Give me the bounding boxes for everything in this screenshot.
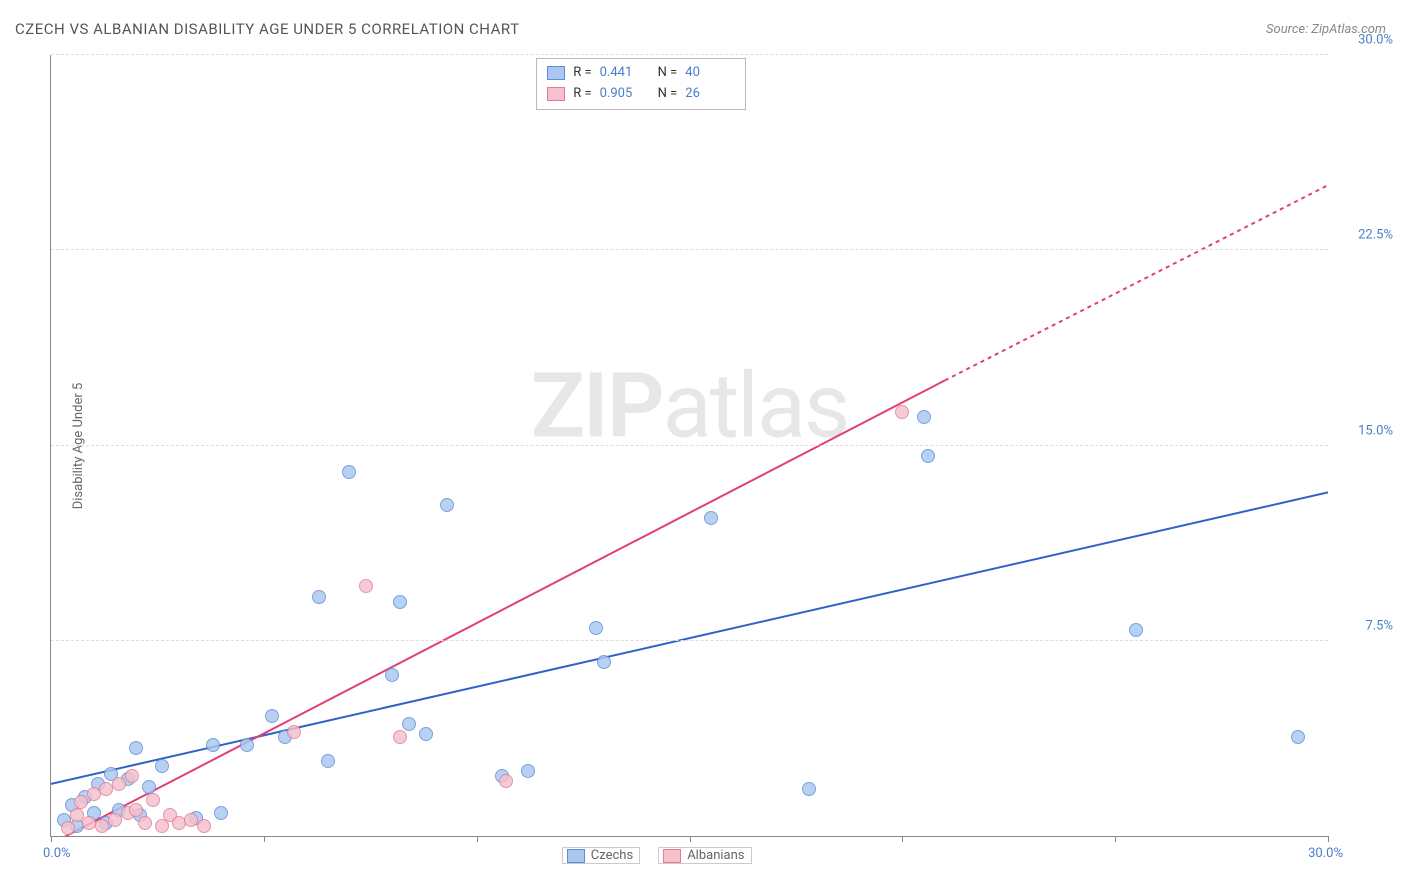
data-point [265, 709, 279, 723]
x-axis-max-label: 30.0% [1308, 846, 1343, 861]
stats-row-czechs: R = 0.441 N = 40 [547, 63, 735, 84]
data-point [197, 819, 211, 833]
plot-area: ZIPatlas R = 0.441 N = 40 R = 0.905 N = … [50, 55, 1328, 837]
data-point [146, 793, 160, 807]
data-point [125, 769, 139, 783]
x-tick [51, 836, 52, 842]
x-axis-min-label: 0.0% [43, 846, 71, 861]
legend-label: Albanians [687, 848, 744, 863]
data-point [112, 777, 126, 791]
y-tick-label: 22.5% [1358, 228, 1393, 243]
data-point [342, 465, 356, 479]
watermark: ZIPatlas [531, 354, 849, 459]
data-point [287, 725, 301, 739]
x-tick [690, 836, 691, 842]
x-tick [1115, 836, 1116, 842]
data-point [155, 759, 169, 773]
data-point [70, 808, 84, 822]
data-point [206, 738, 220, 752]
gridline [51, 249, 1328, 250]
data-point [214, 806, 228, 820]
gridline [51, 640, 1328, 641]
data-point [1129, 623, 1143, 637]
data-point [82, 816, 96, 830]
data-point [129, 741, 143, 755]
data-point [704, 511, 718, 525]
data-point [499, 774, 513, 788]
x-tick [902, 836, 903, 842]
data-point [74, 795, 88, 809]
data-point [393, 595, 407, 609]
swatch-albanians [547, 87, 565, 101]
legend-label: Czechs [591, 848, 633, 863]
data-point [385, 668, 399, 682]
data-point [359, 579, 373, 593]
y-tick-label: 30.0% [1358, 33, 1393, 48]
legend-item-czechs: Czechs [562, 847, 640, 864]
swatch-czechs [547, 66, 565, 80]
correlation-stats-box: R = 0.441 N = 40 R = 0.905 N = 26 [536, 58, 746, 110]
data-point [138, 816, 152, 830]
data-point [802, 782, 816, 796]
data-point [312, 590, 326, 604]
data-point [419, 727, 433, 741]
data-point [172, 816, 186, 830]
data-point [917, 410, 931, 424]
data-point [393, 730, 407, 744]
data-point [440, 498, 454, 512]
legend: Czechs Albanians [562, 847, 752, 864]
data-point [108, 813, 122, 827]
data-point [895, 405, 909, 419]
data-point [597, 655, 611, 669]
data-point [521, 764, 535, 778]
data-point [240, 738, 254, 752]
data-point [402, 717, 416, 731]
y-tick-label: 15.0% [1358, 423, 1393, 438]
legend-item-albanians: Albanians [658, 847, 751, 864]
chart-title: CZECH VS ALBANIAN DISABILITY AGE UNDER 5… [15, 20, 520, 38]
data-point [1291, 730, 1305, 744]
swatch-albanians-icon [663, 849, 681, 863]
data-point [589, 621, 603, 635]
data-point [142, 780, 156, 794]
data-point [921, 449, 935, 463]
swatch-czechs-icon [567, 849, 585, 863]
x-tick [1328, 836, 1329, 842]
y-tick-label: 7.5% [1365, 618, 1393, 633]
x-tick [264, 836, 265, 842]
trend-lines-svg [51, 55, 1328, 836]
x-tick [477, 836, 478, 842]
data-point [321, 754, 335, 768]
stats-row-albanians: R = 0.905 N = 26 [547, 84, 735, 105]
data-point [61, 821, 75, 835]
data-point [129, 803, 143, 817]
gridline [51, 54, 1328, 55]
gridline [51, 445, 1328, 446]
